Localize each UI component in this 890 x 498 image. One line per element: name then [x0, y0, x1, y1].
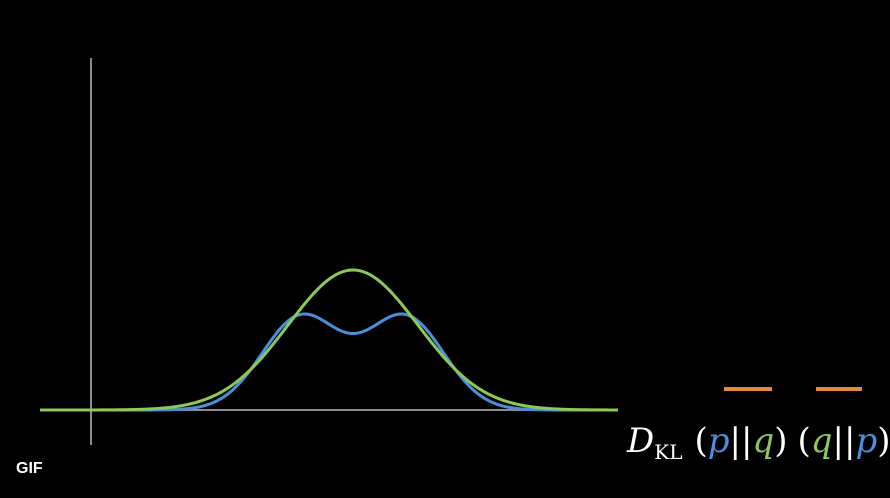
- kl-subscript: KL: [654, 440, 682, 464]
- paren-open-1: (: [695, 421, 708, 461]
- separator-1: ||: [730, 421, 753, 461]
- p-symbol-2: p: [855, 421, 877, 461]
- kl-formula: DKL (p||q) (q||p): [626, 421, 890, 464]
- p-symbol-1: p: [708, 421, 730, 461]
- gif-badge: GIF: [16, 460, 43, 477]
- separator-2: ||: [833, 421, 856, 461]
- q-distribution-curve: [40, 268, 619, 412]
- paren-close-2: ): [877, 421, 890, 461]
- kl-symbol: D: [626, 421, 654, 461]
- q-symbol-1: q: [752, 421, 774, 461]
- paren-close-1: ): [774, 421, 787, 461]
- q-symbol-2: q: [811, 421, 833, 461]
- paren-open-2: (: [797, 421, 810, 461]
